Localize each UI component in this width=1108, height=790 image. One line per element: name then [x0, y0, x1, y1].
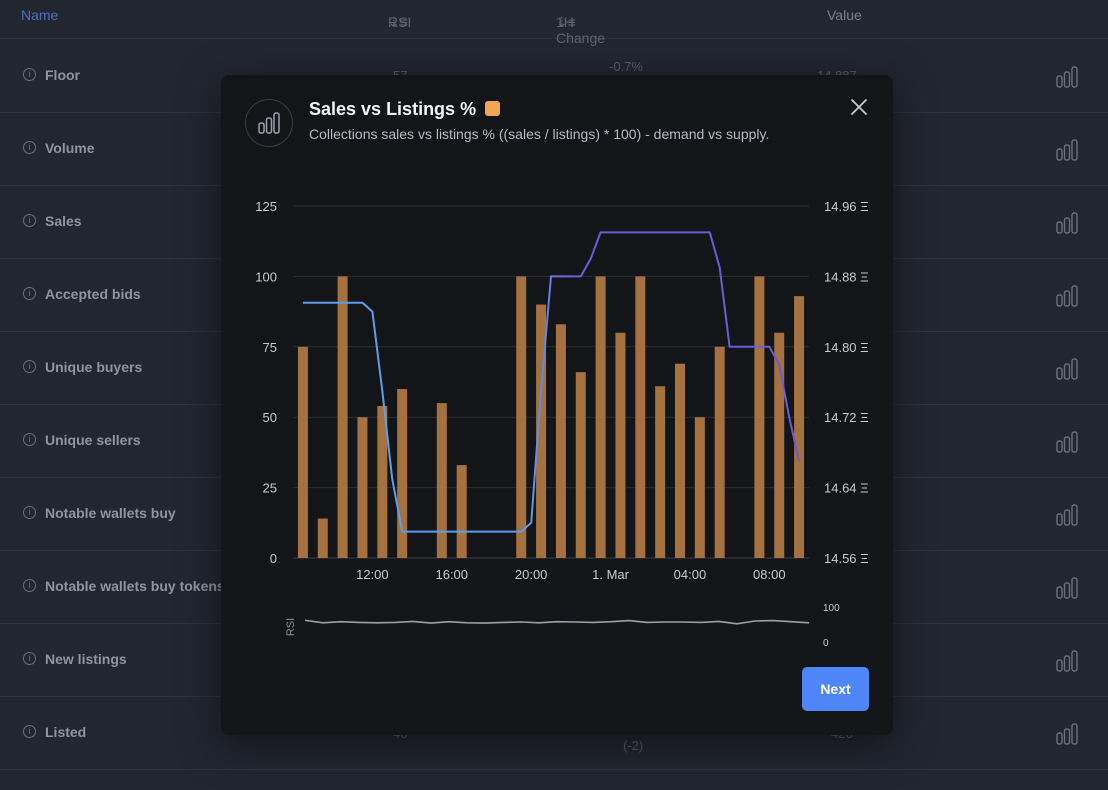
row-label: Sales: [45, 213, 82, 229]
info-icon[interactable]: i: [23, 433, 36, 446]
y-left-tick-label: 100: [255, 269, 277, 284]
bar: [397, 389, 408, 558]
x-tick-label: 1. Mar: [592, 567, 630, 582]
row-label: Notable wallets buy: [45, 505, 176, 521]
y-left-tick-label: 25: [263, 481, 277, 496]
bar-chart-icon[interactable]: [1056, 66, 1078, 93]
bar-chart-icon[interactable]: [1056, 212, 1078, 239]
info-icon[interactable]: i: [23, 287, 36, 300]
row-label: New listings: [45, 651, 127, 667]
bar-chart-icon[interactable]: [1056, 139, 1078, 166]
row-label: Floor: [45, 67, 80, 83]
row-label: Accepted bids: [45, 286, 141, 302]
bar-chart-icon[interactable]: [1056, 650, 1078, 677]
modal-title: Sales vs Listings %: [309, 99, 501, 120]
row-label: Unique buyers: [45, 359, 143, 375]
bar: [575, 372, 586, 558]
x-tick-label: 20:00: [515, 567, 548, 582]
bar: [536, 304, 547, 558]
close-icon: [851, 99, 867, 115]
modal-title-text: Sales vs Listings %: [309, 99, 477, 119]
y-left-tick-label: 125: [255, 199, 277, 214]
bar: [794, 296, 805, 558]
y-right-tick-label: 14.96 Ξ: [824, 199, 869, 214]
info-icon[interactable]: i: [23, 652, 36, 665]
next-button[interactable]: Next: [802, 667, 869, 711]
bar: [436, 403, 447, 558]
bar: [297, 346, 308, 558]
sales-vs-listings-chart[interactable]: 0 14.56 Ξ 25 14.64 Ξ 50 14.72 Ξ 75 14.80 Ξ 100 14…: [221, 75, 893, 655]
column-header-name[interactable]: Name: [21, 7, 59, 23]
y-right-tick-label: 14.56 Ξ: [824, 551, 869, 566]
bar: [377, 405, 388, 558]
bar: [694, 417, 705, 558]
sort-icon: ⇣≡: [388, 14, 408, 30]
x-tick-label: 04:00: [674, 567, 707, 582]
column-header-rsi-label: RSI: [388, 14, 412, 30]
x-tick-label: 12:00: [356, 567, 389, 582]
bar-chart-icon[interactable]: [1056, 285, 1078, 312]
info-icon[interactable]: i: [23, 141, 36, 154]
y-right-tick-label: 14.64 Ξ: [824, 481, 869, 496]
close-button[interactable]: [847, 95, 871, 119]
info-icon[interactable]: i: [23, 579, 36, 592]
y-right-tick-label: 14.72 Ξ: [824, 410, 869, 425]
y-right-tick-label: 14.88 Ξ: [824, 269, 869, 284]
bar: [317, 518, 328, 558]
modal-description: Collections sales vs listings % ((sales …: [309, 126, 770, 142]
table-row[interactable]: i Listed: [0, 696, 1108, 770]
floor-change-partial: -0.7%: [609, 59, 643, 74]
bar: [754, 276, 765, 558]
info-icon[interactable]: i: [23, 506, 36, 519]
column-header-change-label: 1H Change: [556, 14, 606, 46]
y-left-tick-label: 0: [270, 551, 277, 566]
y-left-tick-label: 75: [263, 340, 277, 355]
bar: [456, 465, 467, 558]
y-left-tick-label: 50: [263, 410, 277, 425]
info-icon[interactable]: i: [23, 214, 36, 227]
row-label: Volume: [45, 140, 95, 156]
chart-modal: Sales vs Listings % Collections sales vs…: [221, 75, 893, 735]
bar: [516, 276, 527, 558]
info-icon[interactable]: i: [23, 725, 36, 738]
rsi-axis-label: RSI: [285, 618, 297, 636]
bar: [655, 386, 666, 558]
bar: [555, 324, 566, 558]
row-label: Listed: [45, 724, 87, 740]
bar-chart-icon: [245, 99, 293, 147]
bar: [675, 363, 685, 558]
bar-chart-icon[interactable]: [1056, 504, 1078, 531]
sort-icon: ⇣≡: [556, 14, 576, 30]
bar-chart-icon[interactable]: [1056, 577, 1078, 604]
bar-chart-icon[interactable]: [1056, 358, 1078, 385]
bar-chart-icon[interactable]: [1056, 431, 1078, 458]
column-header-value[interactable]: Value: [827, 7, 862, 23]
bar: [714, 346, 725, 558]
bar: [635, 276, 646, 558]
bar-chart-icon[interactable]: [1056, 723, 1078, 750]
listed-change-partial: (-2): [623, 738, 644, 753]
bar: [337, 276, 348, 558]
bar: [357, 417, 368, 558]
info-icon[interactable]: i: [23, 68, 36, 81]
x-tick-label: 16:00: [435, 567, 468, 582]
bar: [774, 332, 785, 558]
table-header: Name ⇣≡ RSI ⇣≡ 1H Change Value: [0, 0, 1108, 46]
bar: [615, 332, 626, 558]
rsi-line: [304, 619, 810, 625]
color-badge: [485, 101, 501, 116]
floor-line: [302, 231, 801, 533]
rsi-tick-label: 100: [823, 603, 840, 614]
y-right-tick-label: 14.80 Ξ: [824, 340, 869, 355]
info-icon[interactable]: i: [23, 360, 36, 373]
row-label: Notable wallets buy tokens: [45, 578, 225, 594]
row-label: Unique sellers: [45, 432, 141, 448]
bar: [595, 276, 606, 558]
x-tick-label: 08:00: [753, 567, 786, 582]
rsi-tick-label: 0: [823, 638, 829, 649]
